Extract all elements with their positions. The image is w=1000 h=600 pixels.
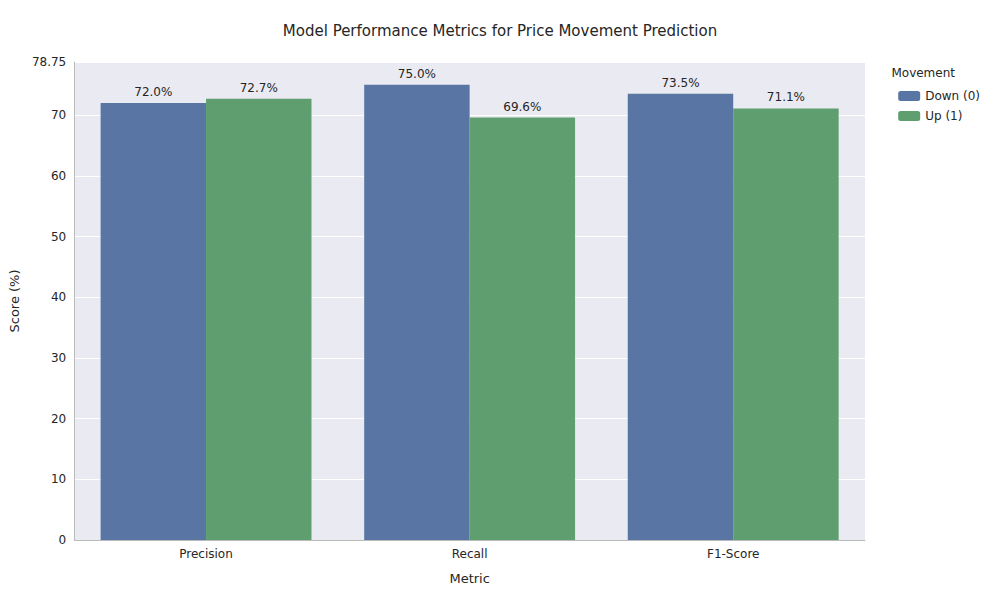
svg-text:72.0%: 72.0%: [134, 85, 172, 99]
svg-text:73.5%: 73.5%: [661, 76, 699, 90]
svg-text:Model Performance Metrics for: Model Performance Metrics for Price Move…: [283, 22, 717, 40]
svg-text:69.6%: 69.6%: [503, 100, 541, 114]
svg-text:Up (1): Up (1): [925, 109, 962, 123]
svg-text:60: 60: [51, 169, 66, 183]
svg-text:Precision: Precision: [179, 547, 233, 561]
svg-text:71.1%: 71.1%: [767, 90, 805, 104]
svg-text:70: 70: [51, 108, 66, 122]
svg-text:50: 50: [51, 230, 66, 244]
svg-text:20: 20: [51, 412, 66, 426]
svg-text:30: 30: [51, 351, 66, 365]
svg-text:78.75: 78.75: [32, 55, 66, 69]
svg-text:0: 0: [59, 533, 67, 547]
svg-text:Movement: Movement: [891, 66, 955, 80]
svg-text:Recall: Recall: [452, 547, 488, 561]
svg-text:Metric: Metric: [449, 571, 489, 586]
svg-text:F1-Score: F1-Score: [707, 547, 759, 561]
svg-text:Down (0): Down (0): [925, 89, 980, 103]
svg-text:10: 10: [51, 472, 66, 486]
svg-text:72.7%: 72.7%: [240, 81, 278, 95]
svg-text:Score (%): Score (%): [7, 269, 22, 332]
svg-text:75.0%: 75.0%: [398, 67, 436, 81]
svg-text:40: 40: [51, 290, 66, 304]
